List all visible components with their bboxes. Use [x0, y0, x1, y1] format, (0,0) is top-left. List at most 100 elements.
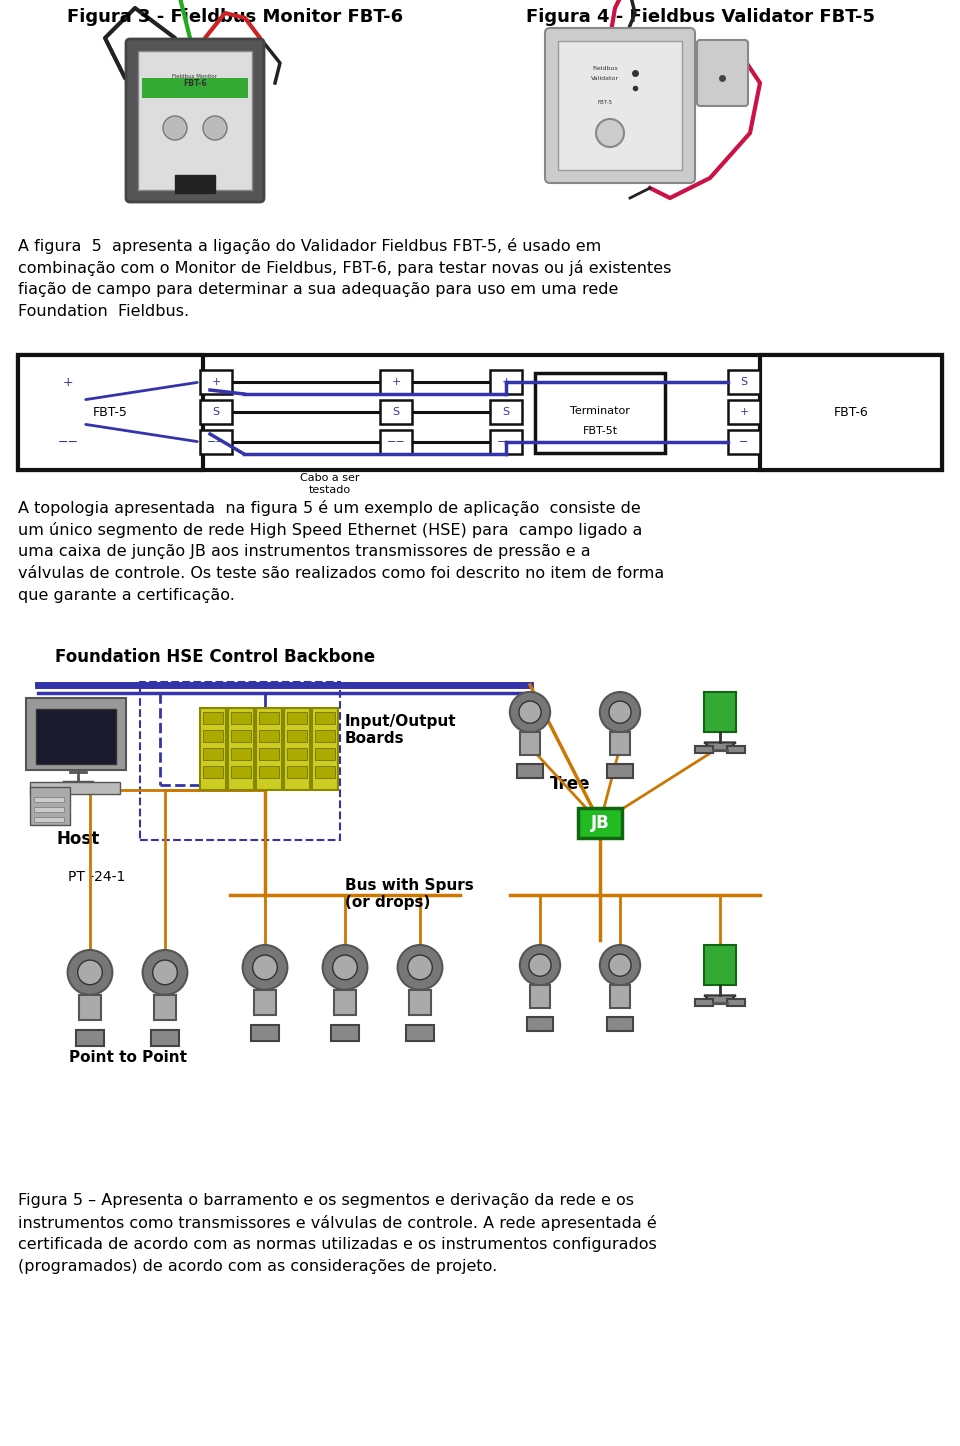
Text: −−: −− [496, 437, 516, 447]
Circle shape [529, 954, 551, 976]
Text: S: S [393, 406, 399, 416]
Bar [259, 711, 279, 724]
Bar [490, 401, 522, 424]
Bar [287, 730, 307, 742]
Circle shape [203, 116, 227, 140]
Circle shape [143, 950, 187, 995]
Bar [728, 370, 760, 393]
Bar [259, 730, 279, 742]
Circle shape [520, 946, 560, 985]
Bar [610, 732, 630, 755]
Bar [231, 730, 251, 742]
Bar [76, 1030, 105, 1045]
Bar [695, 999, 712, 1006]
Bar [287, 748, 307, 761]
Bar [334, 991, 356, 1015]
Bar [704, 693, 735, 732]
Bar [517, 763, 543, 778]
Bar [380, 429, 412, 454]
Bar [154, 995, 177, 1021]
Text: Fieldbus Monitor: Fieldbus Monitor [173, 74, 218, 78]
Circle shape [243, 946, 287, 991]
Bar [142, 78, 248, 98]
Bar [695, 746, 712, 753]
Text: Point to Point: Point to Point [69, 1050, 187, 1066]
Text: instrumentos como transmissores e válvulas de controle. A rede apresentada é: instrumentos como transmissores e válvul… [18, 1215, 657, 1231]
Text: uma caixa de junção JB aos instrumentos transmissores de pressão e a: uma caixa de junção JB aos instrumentos … [18, 544, 590, 560]
Bar [138, 51, 252, 189]
Bar [251, 1025, 279, 1041]
Circle shape [333, 954, 357, 980]
Circle shape [600, 946, 640, 985]
Text: A figura  5  apresenta a ligação do Validador Fieldbus FBT-5, é usado em: A figura 5 apresenta a ligação do Valida… [18, 239, 601, 254]
Text: Host: Host [57, 830, 100, 847]
Text: Fieldbus: Fieldbus [592, 65, 618, 71]
Bar [26, 698, 126, 771]
Bar [253, 991, 276, 1015]
Circle shape [323, 946, 368, 991]
Text: A topologia apresentada  na figura 5 é um exemplo de aplicação  consiste de: A topologia apresentada na figura 5 é um… [18, 500, 640, 516]
Circle shape [252, 954, 277, 980]
Bar [18, 356, 942, 470]
Text: −: − [739, 437, 749, 447]
Circle shape [153, 960, 178, 985]
Bar [36, 709, 116, 763]
Text: Foundation HSE Control Backbone: Foundation HSE Control Backbone [55, 648, 375, 667]
Text: Validator: Validator [591, 75, 619, 81]
Text: FBT-5: FBT-5 [93, 406, 128, 419]
Bar [287, 766, 307, 778]
Bar [330, 1025, 359, 1041]
Circle shape [519, 701, 541, 723]
Bar [30, 787, 70, 826]
Bar [490, 370, 522, 393]
Bar [607, 763, 633, 778]
Bar [203, 748, 223, 761]
Bar [380, 370, 412, 393]
Bar [578, 808, 622, 839]
Bar [259, 748, 279, 761]
Circle shape [397, 946, 443, 991]
Text: válvulas de controle. Os teste são realizados como foi descrito no item de forma: válvulas de controle. Os teste são reali… [18, 565, 664, 581]
Bar [315, 748, 335, 761]
Bar [728, 401, 760, 424]
FancyBboxPatch shape [545, 27, 695, 184]
Text: FBT-5t: FBT-5t [583, 427, 617, 437]
Text: Tree: Tree [550, 775, 590, 792]
Polygon shape [704, 742, 736, 750]
Text: +: + [739, 406, 749, 416]
Text: Input/Output
Boards: Input/Output Boards [345, 714, 457, 746]
Circle shape [600, 693, 640, 732]
Circle shape [163, 116, 187, 140]
Bar [610, 985, 630, 1008]
Text: PT -24-1: PT -24-1 [68, 870, 126, 884]
Text: FBT-5: FBT-5 [597, 101, 612, 106]
Bar [231, 766, 251, 778]
Bar [728, 999, 745, 1006]
Bar [200, 709, 226, 790]
Bar [530, 985, 550, 1008]
Bar [406, 1025, 434, 1041]
Bar [728, 429, 760, 454]
Bar [760, 356, 942, 470]
Bar [284, 709, 310, 790]
Text: +: + [392, 377, 400, 388]
Bar [203, 711, 223, 724]
Text: certificada de acordo com as normas utilizadas e os instrumentos configurados: certificada de acordo com as normas util… [18, 1236, 657, 1252]
Bar [315, 766, 335, 778]
Circle shape [596, 119, 624, 147]
Text: que garante a certificação.: que garante a certificação. [18, 589, 235, 603]
Circle shape [67, 950, 112, 995]
Text: FBT-6: FBT-6 [183, 78, 206, 88]
Bar [228, 709, 254, 790]
Text: Figura 4 - Fieldbus Validator FBT-5: Figura 4 - Fieldbus Validator FBT-5 [525, 9, 875, 26]
Bar [558, 40, 682, 171]
Text: Figura 3 - Fieldbus Monitor FBT-6: Figura 3 - Fieldbus Monitor FBT-6 [67, 9, 403, 26]
Circle shape [408, 954, 432, 980]
Text: S: S [212, 406, 220, 416]
Bar [535, 373, 665, 453]
Circle shape [78, 960, 103, 985]
Bar [200, 429, 232, 454]
Text: −−: −− [387, 437, 405, 447]
Bar [312, 709, 338, 790]
Bar [409, 991, 431, 1015]
